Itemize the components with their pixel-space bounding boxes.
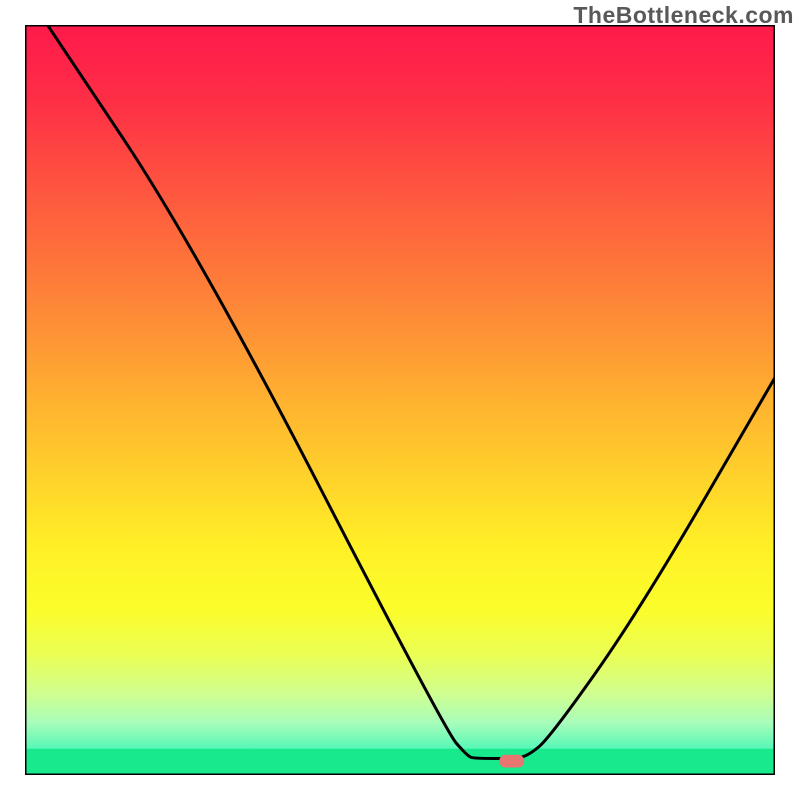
- chart-area: [25, 25, 775, 775]
- chart-container: TheBottleneck.com: [0, 0, 800, 800]
- watermark-text: TheBottleneck.com: [573, 2, 794, 29]
- watermark-label: TheBottleneck.com: [573, 2, 794, 28]
- gradient-background: [25, 25, 775, 775]
